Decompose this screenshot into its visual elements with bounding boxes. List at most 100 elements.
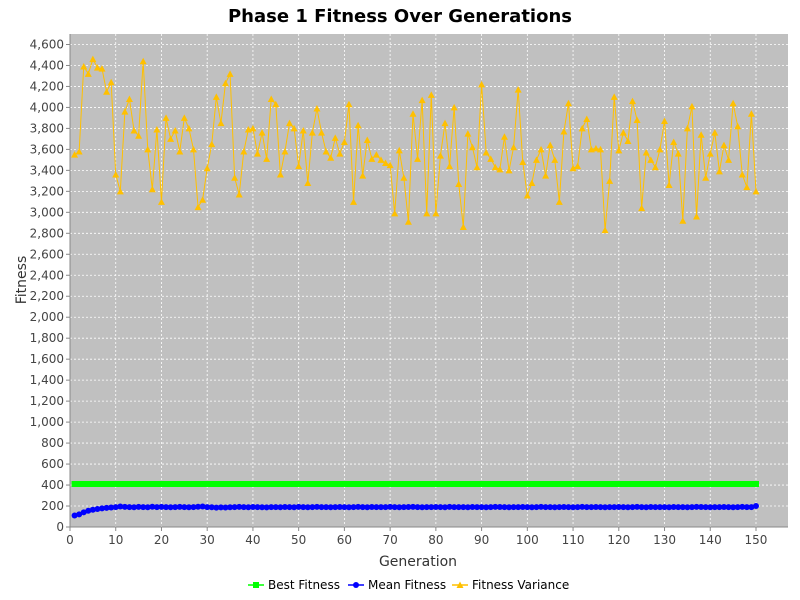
best-fitness-point (734, 480, 741, 487)
mean-fitness-point (158, 503, 165, 510)
y-tick-label: 3,400 (30, 163, 64, 177)
best-fitness-point (387, 480, 394, 487)
y-tick-label: 2,000 (30, 310, 64, 324)
fitness-variance-point (574, 162, 582, 170)
best-fitness-point (446, 480, 453, 487)
fitness-variance-point (423, 209, 431, 217)
mean-fitness-point (341, 504, 348, 511)
best-fitness-point (510, 480, 517, 487)
mean-fitness-point (492, 503, 499, 510)
best-fitness-point (483, 480, 490, 487)
mean-fitness-point (501, 504, 508, 511)
fitness-variance-point (464, 130, 472, 137)
y-tick-label: 4,600 (30, 37, 64, 51)
fitness-variance-point (743, 183, 751, 191)
mean-fitness-point (675, 504, 682, 511)
mean-fitness-point (524, 504, 531, 511)
mean-fitness-point (419, 504, 426, 511)
best-fitness-point (185, 480, 192, 487)
fitness-variance-point (441, 119, 449, 127)
fitness-variance-point (546, 141, 554, 149)
mean-fitness-point (570, 504, 577, 511)
best-fitness-point (281, 480, 288, 487)
fitness-variance-point (446, 162, 454, 170)
best-fitness-point (519, 480, 526, 487)
best-fitness-point (259, 480, 266, 487)
mean-fitness-point (579, 503, 586, 510)
fitness-variance-point (171, 127, 179, 134)
fitness-variance-point (661, 117, 669, 125)
best-fitness-point (409, 480, 416, 487)
mean-fitness-point (560, 503, 567, 510)
mean-fitness-point (309, 504, 316, 511)
best-fitness-point (684, 480, 691, 487)
best-fitness-point (208, 480, 215, 487)
mean-fitness-point (743, 504, 750, 511)
fitness-variance-point (578, 124, 586, 132)
mean-fitness-point (286, 504, 293, 511)
mean-fitness-point (565, 504, 572, 511)
mean-fitness-point (368, 503, 375, 510)
fitness-variance-point (345, 100, 353, 108)
mean-fitness-point (126, 504, 133, 511)
fitness-variance-point (226, 70, 234, 77)
fitness-variance-point (89, 55, 97, 63)
best-fitness-point (195, 480, 202, 487)
mean-fitness-point (213, 504, 220, 511)
mean-fitness-point (483, 504, 490, 511)
mean-fitness-point (313, 503, 320, 510)
fitness-variance-point (93, 64, 101, 71)
fitness-variance-point (427, 91, 435, 98)
best-fitness-point (464, 480, 471, 487)
mean-fitness-point (634, 503, 641, 510)
best-fitness-point (245, 480, 252, 487)
mean-fitness-point (291, 504, 298, 511)
mean-fitness-point (71, 512, 78, 519)
best-fitness-point (615, 480, 622, 487)
fitness-variance-point (725, 156, 733, 163)
fitness-variance-point (747, 110, 755, 117)
mean-fitness-point (181, 504, 188, 511)
fitness-variance-point (372, 151, 380, 158)
mean-fitness-series (71, 503, 759, 519)
fitness-variance-point (281, 147, 289, 155)
fitness-variance-point (459, 223, 467, 231)
mean-fitness-point (277, 504, 284, 511)
fitness-variance-point (249, 124, 257, 132)
best-fitness-point (560, 480, 567, 487)
best-fitness-point (492, 480, 499, 487)
mean-fitness-point (551, 504, 558, 511)
best-fitness-point (373, 480, 380, 487)
best-fitness-point (204, 480, 211, 487)
fitness-variance-point (80, 63, 88, 70)
fitness-variance-point (377, 156, 385, 163)
fitness-variance-point (468, 143, 476, 151)
mean-fitness-point (533, 504, 540, 511)
best-fitness-point (474, 480, 481, 487)
best-fitness-point (533, 480, 540, 487)
best-fitness-point (611, 480, 618, 487)
fitness-variance-point (71, 151, 79, 158)
best-fitness-point (620, 480, 627, 487)
best-fitness-point (698, 480, 705, 487)
mean-fitness-point (208, 504, 215, 511)
y-tick-label: 3,000 (30, 205, 64, 219)
mean-fitness-point (423, 504, 430, 511)
mean-fitness-point (629, 504, 636, 511)
mean-fitness-point (76, 511, 83, 518)
y-axis-label: Fitness (14, 256, 30, 305)
fitness-variance-point (276, 171, 284, 178)
y-tick-label: 1,200 (30, 394, 64, 408)
best-fitness-point (455, 480, 462, 487)
best-fitness-point (71, 480, 78, 487)
mean-fitness-point (231, 504, 238, 511)
best-fitness-point (414, 480, 421, 487)
x-tick-label: 0 (66, 533, 74, 547)
best-fitness-point (89, 480, 96, 487)
fitness-variance-point (519, 158, 527, 165)
best-fitness-series (71, 480, 759, 487)
fitness-variance-point (336, 150, 344, 157)
fitness-variance-point (290, 124, 298, 132)
mean-fitness-point (89, 506, 96, 513)
